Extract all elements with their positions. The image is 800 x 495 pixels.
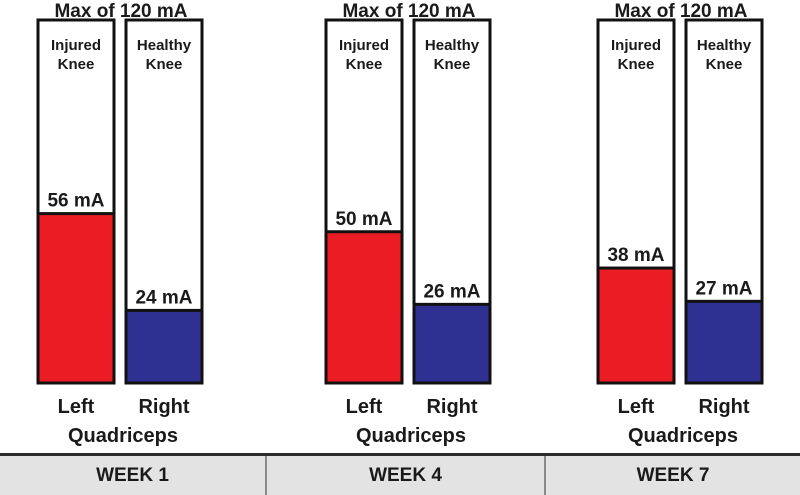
data-label: 24 mA xyxy=(135,287,192,308)
bar-series-label: Knee xyxy=(346,56,383,73)
bar xyxy=(684,299,764,385)
bar xyxy=(36,212,116,385)
muscle-label: Quadriceps xyxy=(628,425,738,447)
bar-series-label: Knee xyxy=(618,56,655,73)
bar-series-label: Knee xyxy=(146,56,183,73)
max-label: Max of 120 mA xyxy=(614,1,747,22)
bar-series-label: Knee xyxy=(58,56,95,73)
bar xyxy=(412,302,492,385)
bar xyxy=(596,266,676,385)
data-label: 27 mA xyxy=(695,278,752,299)
bar-series-label: Healthy xyxy=(137,37,192,54)
data-label: 56 mA xyxy=(47,191,104,212)
bar xyxy=(324,230,404,385)
bar-series-label: Healthy xyxy=(425,37,480,54)
side-label: Left xyxy=(346,396,383,418)
side-label: Right xyxy=(426,396,477,418)
bar-series-label: Injured xyxy=(339,37,389,54)
muscle-label: Quadriceps xyxy=(356,425,466,447)
bar-series-label: Healthy xyxy=(697,37,752,54)
week-label: WEEK 1 xyxy=(0,456,267,495)
bar-series-label: Knee xyxy=(706,56,743,73)
bar-series-label: Knee xyxy=(434,56,471,73)
side-label: Left xyxy=(58,396,95,418)
side-label: Right xyxy=(698,396,749,418)
week-label: WEEK 4 xyxy=(267,456,546,495)
bar xyxy=(124,308,204,385)
max-label: Max of 120 mA xyxy=(54,1,187,22)
muscle-label: Quadriceps xyxy=(68,425,178,447)
data-label: 38 mA xyxy=(607,245,664,266)
bar-series-label: Injured xyxy=(51,37,101,54)
side-label: Right xyxy=(138,396,189,418)
max-label: Max of 120 mA xyxy=(342,1,475,22)
bar-series-label: Injured xyxy=(611,37,661,54)
week-label: WEEK 7 xyxy=(636,464,710,486)
data-label: 26 mA xyxy=(423,281,480,302)
data-label: 50 mA xyxy=(335,209,392,230)
week-footer: WEEK 1 WEEK 4 WEEK 7 xyxy=(0,453,800,495)
side-label: Left xyxy=(618,396,655,418)
